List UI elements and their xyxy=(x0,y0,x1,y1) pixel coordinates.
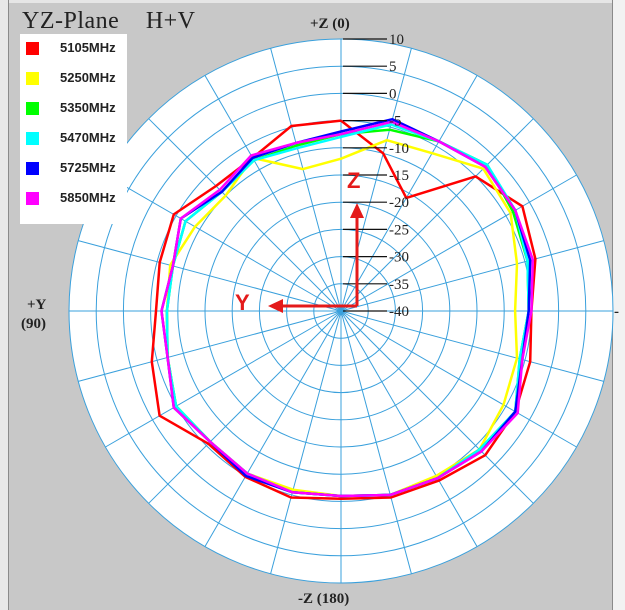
grid-spoke xyxy=(148,118,342,312)
radial-tick-labels: 10 5 0 -5 -10 -15 -20 -25 -30 -35 -40 xyxy=(343,32,409,320)
radial-tick-label: -35 xyxy=(389,277,409,293)
frame-top-border xyxy=(8,0,612,3)
legend-swatch xyxy=(26,72,39,85)
series-line-5105MHz xyxy=(150,119,537,500)
y-axis-label: Y xyxy=(235,290,250,315)
radial-tick-label: -20 xyxy=(389,195,409,211)
grid-spoke xyxy=(340,174,577,312)
grid-spoke xyxy=(78,240,342,312)
grid-spoke xyxy=(78,310,342,382)
radial-tick-label: 10 xyxy=(389,32,404,48)
grid-spoke xyxy=(148,310,342,504)
legend-item: 5350MHz xyxy=(26,100,126,118)
grid-spoke xyxy=(340,75,478,312)
legend-item: 5470MHz xyxy=(26,130,126,148)
legend-swatch xyxy=(26,162,39,175)
z-arrow-head xyxy=(350,203,364,218)
radial-tick-label: 5 xyxy=(389,59,397,75)
angle-label-top: +Z (0) xyxy=(310,16,350,32)
angle-label-left: +Y xyxy=(27,297,47,313)
radial-tick-label: -25 xyxy=(389,222,409,238)
angle-label-bottom: -Z (180) xyxy=(298,591,349,607)
frame-left-border xyxy=(0,0,9,610)
grid-spoke xyxy=(204,75,342,312)
axis-arrows: Z Y xyxy=(235,168,364,315)
radial-tick-label: -40 xyxy=(389,304,409,320)
chart-title-plane: YZ-Plane xyxy=(22,8,120,34)
legend-item: 5105MHz xyxy=(26,40,126,58)
grid-spoke xyxy=(270,48,342,312)
grid-spoke xyxy=(340,240,604,312)
legend-label: 5350MHz xyxy=(60,100,116,115)
grid-spoke xyxy=(340,310,534,504)
legend-label: 5725MHz xyxy=(60,160,116,175)
legend-label: 5250MHz xyxy=(60,70,116,85)
legend-swatch xyxy=(26,132,39,145)
legend-item: 5850MHz xyxy=(26,190,126,208)
chart-title-polarization: H+V xyxy=(145,8,196,34)
radial-tick-label: -10 xyxy=(389,141,409,157)
legend-label: 5470MHz xyxy=(60,130,116,145)
legend: 5105MHz 5250MHz 5350MHz 5470MHz 5725MHz 5850M… xyxy=(20,34,127,224)
polar-grid xyxy=(68,38,614,584)
grid-spoke xyxy=(105,174,342,312)
grid-spoke xyxy=(340,48,412,312)
legend-swatch xyxy=(26,42,39,55)
radial-tick-label: -5 xyxy=(389,114,402,130)
legend-swatch xyxy=(26,192,39,205)
grid-spoke xyxy=(340,310,412,574)
chart-title: YZ-Plane H+V xyxy=(22,8,196,35)
y-arrow-head xyxy=(268,299,283,313)
radial-tick-label: -30 xyxy=(389,250,409,266)
grid-spoke xyxy=(340,310,478,547)
legend-item: 5250MHz xyxy=(26,70,126,88)
angle-label-left-sub: (90) xyxy=(21,316,46,332)
radial-tick-label: 0 xyxy=(389,86,397,102)
angle-label-right: - xyxy=(614,304,619,320)
legend-item: 5725MHz xyxy=(26,160,126,178)
series-layer xyxy=(150,117,537,500)
legend-label: 5105MHz xyxy=(60,40,116,55)
grid-spoke xyxy=(340,118,534,312)
z-axis-label: Z xyxy=(347,168,360,193)
grid-spoke xyxy=(270,310,342,574)
legend-swatch xyxy=(26,102,39,115)
radial-tick-label: -15 xyxy=(389,168,409,184)
series-line-5850MHz xyxy=(160,120,535,498)
grid-spoke xyxy=(204,310,342,547)
grid-spoke xyxy=(340,310,577,448)
legend-label: 5850MHz xyxy=(60,190,116,205)
grid-spoke xyxy=(340,310,604,382)
grid-spoke xyxy=(105,310,342,448)
